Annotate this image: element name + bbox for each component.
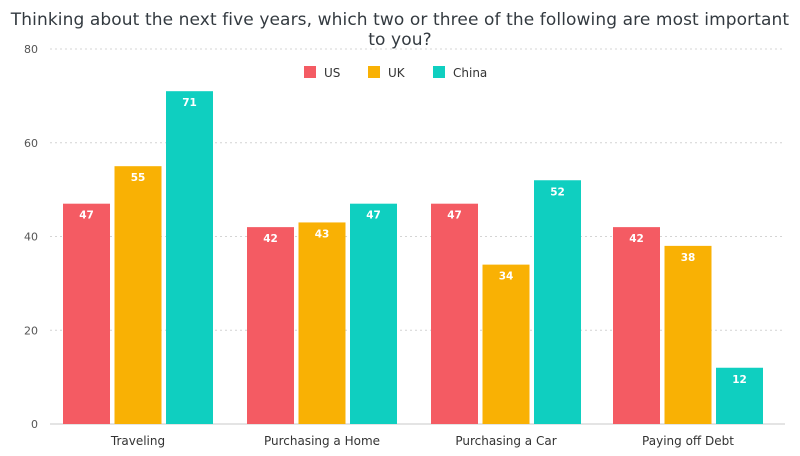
bar — [247, 227, 294, 424]
data-label: 47 — [366, 210, 381, 222]
x-tick-label: Traveling — [110, 434, 165, 448]
legend-swatch — [433, 66, 445, 78]
bar — [166, 91, 213, 424]
bar — [534, 180, 581, 424]
bar — [431, 203, 478, 424]
data-label: 47 — [79, 210, 94, 222]
y-tick-label: 20 — [24, 324, 38, 337]
data-label: 12 — [732, 374, 747, 386]
bars-layer — [63, 91, 763, 424]
x-tick-label: Paying off Debt — [642, 434, 734, 448]
bar — [716, 367, 763, 424]
bar — [114, 166, 162, 424]
labels-layer: 0 20 40 60 80 47 55 71 Traveling 42 43 47 Purchasing… — [24, 43, 747, 448]
data-label: 34 — [499, 271, 514, 283]
x-tick-label: Purchasing a Car — [455, 434, 556, 448]
data-label: 42 — [629, 233, 644, 245]
data-label: 71 — [182, 97, 197, 109]
data-label: 42 — [263, 233, 278, 245]
legend-label: UK — [388, 66, 406, 80]
bar — [350, 203, 397, 424]
y-tick-label: 80 — [24, 43, 38, 56]
data-label: 55 — [131, 172, 146, 184]
data-label: 47 — [447, 210, 462, 222]
legend-swatch — [368, 66, 380, 78]
bar — [63, 203, 110, 424]
bar — [482, 264, 530, 424]
bar — [613, 227, 660, 424]
x-tick-label: Purchasing a Home — [264, 434, 380, 448]
chart-title: Thinking about the next five years, whic… — [10, 10, 790, 50]
y-tick-label: 0 — [31, 418, 38, 431]
data-label: 38 — [681, 252, 696, 264]
legend-label: China — [453, 66, 487, 80]
data-label: 43 — [315, 228, 330, 240]
legend-swatch — [304, 66, 316, 78]
legend-label: US — [324, 66, 340, 80]
legend: US UK China — [304, 66, 487, 80]
y-tick-label: 60 — [24, 137, 38, 150]
bar — [664, 245, 712, 424]
bar — [298, 222, 346, 424]
y-tick-label: 40 — [24, 231, 38, 244]
data-label: 52 — [550, 186, 565, 198]
